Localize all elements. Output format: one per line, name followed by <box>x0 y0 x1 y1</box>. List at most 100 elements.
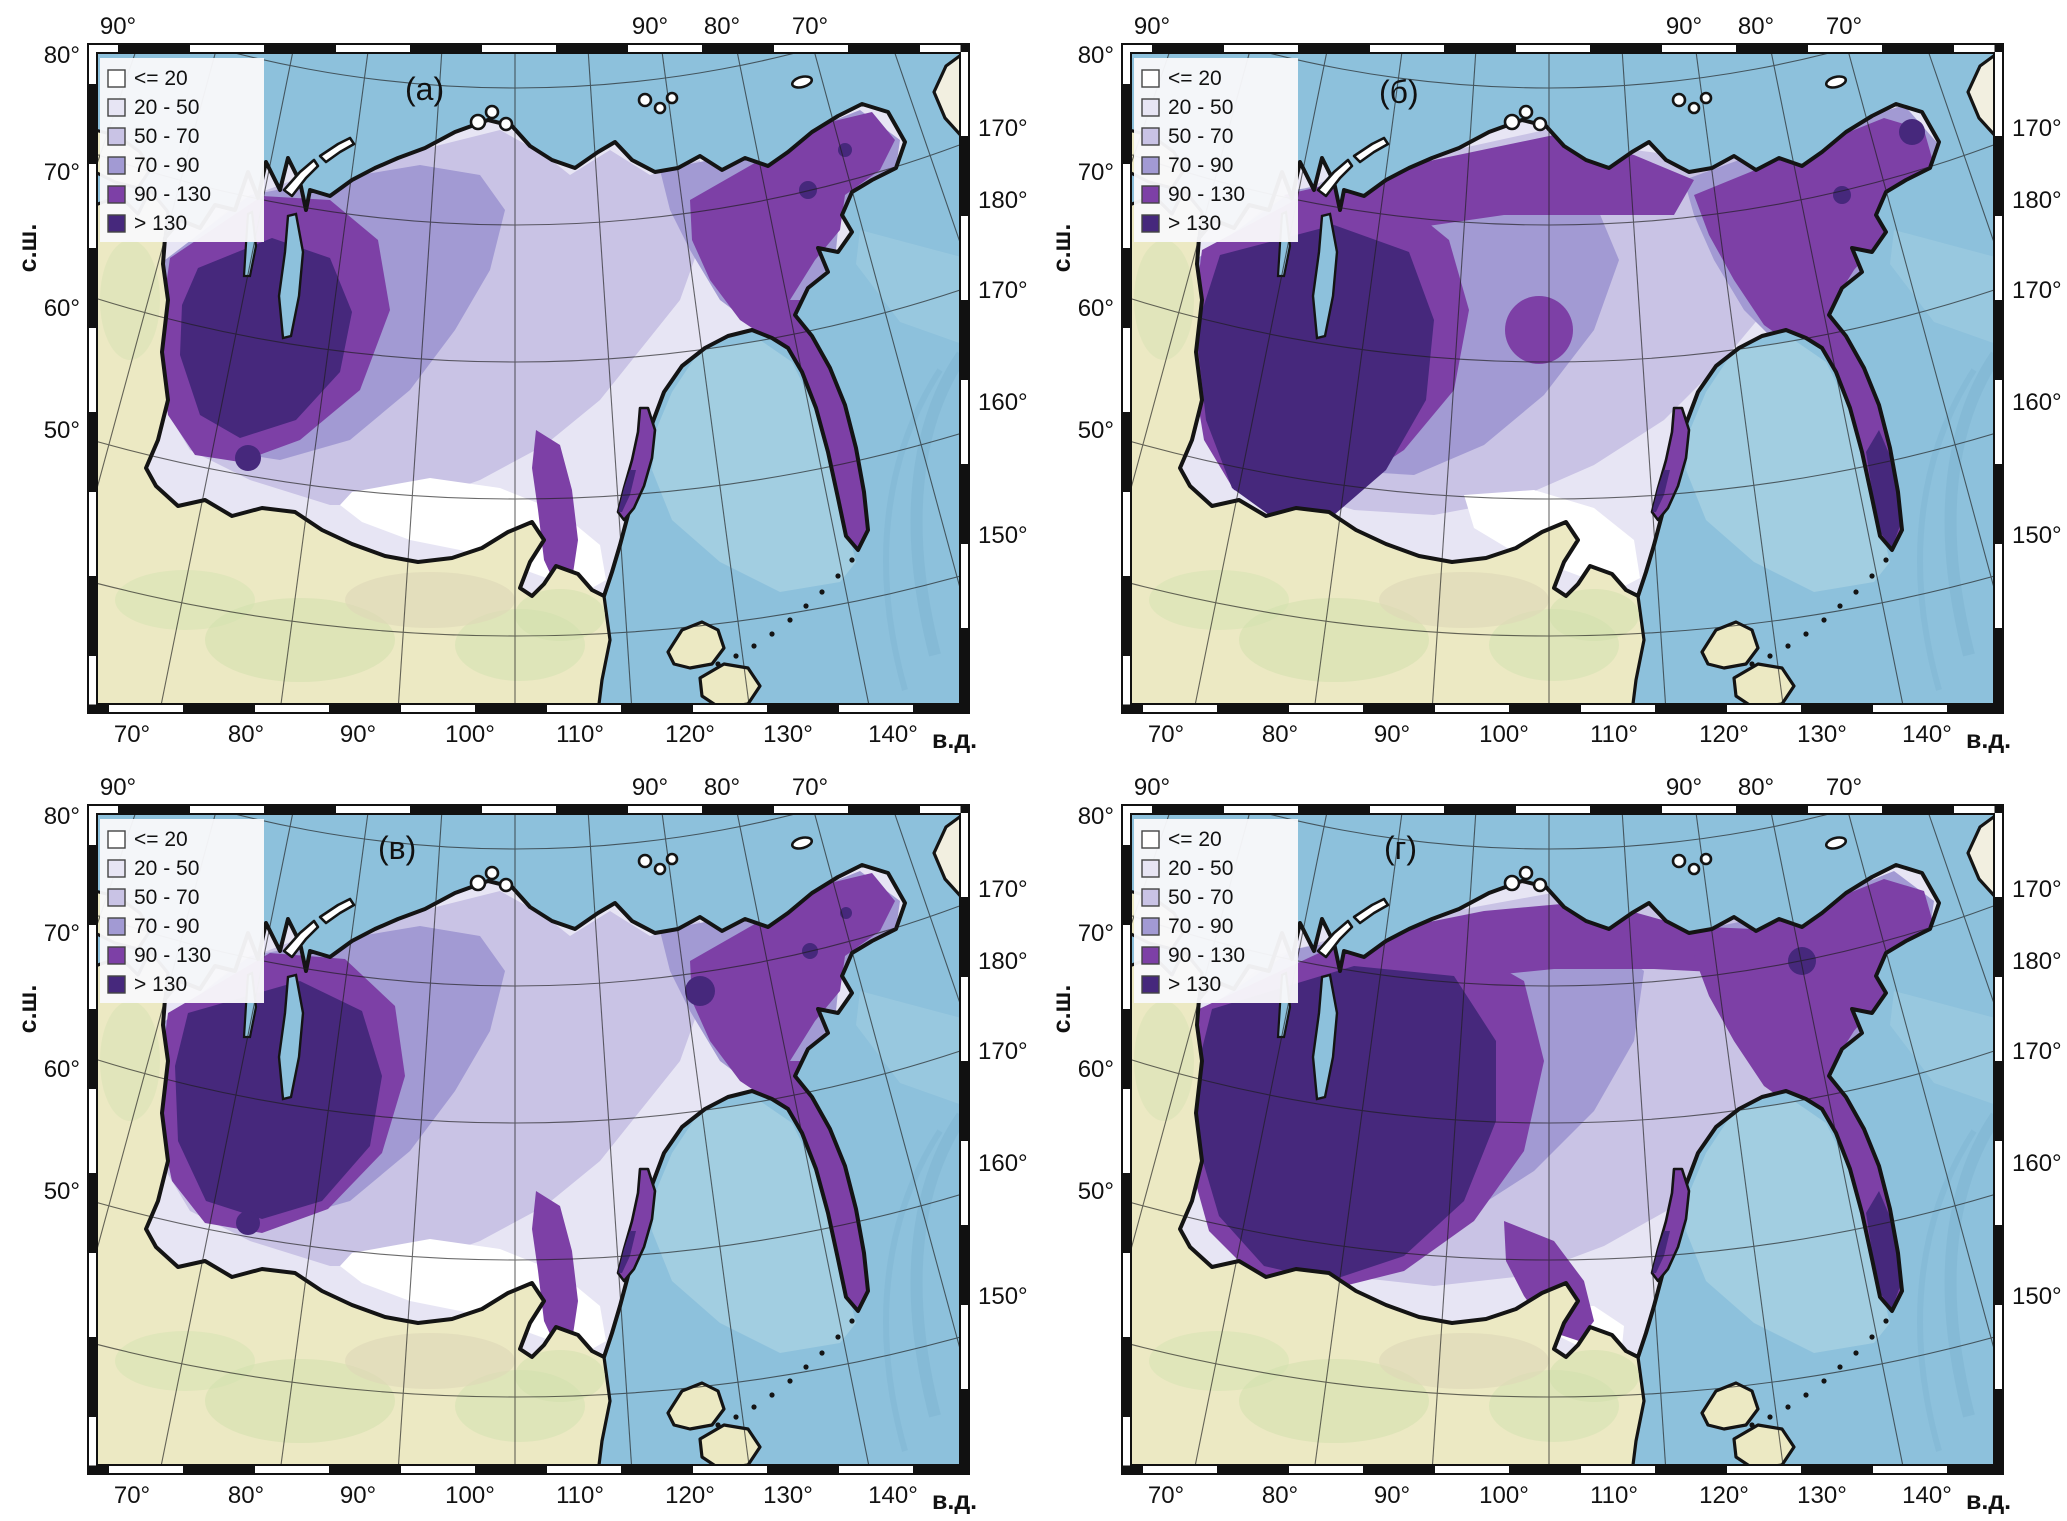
island-dot <box>849 1318 855 1324</box>
graticule <box>97 53 960 704</box>
right-tick: 170° <box>2012 876 2062 903</box>
legend-label: > 130 <box>1168 973 1221 996</box>
island-dot <box>733 653 739 659</box>
left-tick: 60° <box>1078 1056 1114 1083</box>
left-tick: 80° <box>44 42 80 69</box>
right-tick: 150° <box>978 1283 1028 1310</box>
sakhalin-island <box>616 1167 657 1283</box>
right-tick: 170° <box>2012 277 2062 304</box>
contour-band <box>1196 225 1434 522</box>
bottom-axis-label: в.д. <box>1966 726 2011 754</box>
panel-label: (в) <box>378 830 416 866</box>
bottom-tick: 80° <box>1262 721 1298 748</box>
bottom-tick: 110° <box>556 1482 604 1509</box>
panel-a: <= 20 20 - 50 50 - 70 70 - 90 90 - 130 > 130 (… <box>0 0 1033 760</box>
contour-band <box>532 430 578 586</box>
legend-swatch <box>1141 214 1160 233</box>
legend-label: > 130 <box>1168 212 1221 235</box>
bottom-tick: 110° <box>556 721 604 748</box>
right-tick: 160° <box>978 1150 1028 1177</box>
top-tick: 90° <box>1134 13 1170 40</box>
left-tick: 70° <box>44 159 80 186</box>
bottom-axis-label: в.д. <box>932 726 977 754</box>
left-tick: 80° <box>1078 803 1114 830</box>
island-dot <box>751 643 757 649</box>
island-dot <box>1837 1364 1843 1370</box>
map-legend: <= 20 20 - 50 50 - 70 70 - 90 90 - 130 > 130 <box>100 819 264 1003</box>
foreign-land-texture <box>1134 1001 1639 1443</box>
bottom-axis-label: в.д. <box>1966 1487 2011 1515</box>
panel-label: (б) <box>1379 74 1419 110</box>
bottom-tick: 80° <box>1262 1482 1298 1509</box>
bottom-tick: 100° <box>1479 721 1529 748</box>
island-dot <box>1803 631 1809 637</box>
left-tick: 60° <box>1078 295 1114 322</box>
legend-box <box>1134 58 1298 242</box>
russia-coastline <box>1178 863 1941 1359</box>
left-tick: 60° <box>44 295 80 322</box>
russia-coastline <box>144 102 907 598</box>
panel-b: <= 20 20 - 50 50 - 70 70 - 90 90 - 130 > 130 (… <box>1034 0 2067 760</box>
contour-region <box>1180 865 1939 1357</box>
bottom-tick: 140° <box>1902 721 1952 748</box>
island-dot <box>1869 573 1875 579</box>
legend-label: <= 20 <box>134 828 188 851</box>
legend-box <box>100 819 264 1003</box>
legend-label: 90 - 130 <box>134 944 211 967</box>
island-dot <box>803 603 809 609</box>
legend-label: <= 20 <box>134 67 188 90</box>
arctic-islands <box>282 75 814 198</box>
map-frame <box>1121 43 2004 714</box>
legend-label: 50 - 70 <box>1168 125 1233 148</box>
legend-label: 70 - 90 <box>1168 154 1233 177</box>
graticule <box>1131 814 1994 1465</box>
legend-label: 50 - 70 <box>134 125 199 148</box>
legend-label: 20 - 50 <box>134 857 199 880</box>
sea-of-okhotsk <box>652 1101 856 1353</box>
legend-swatch <box>1141 946 1160 965</box>
island-dot <box>715 1422 721 1428</box>
legend-swatch <box>107 830 126 849</box>
map-panel-b: <= 20 20 - 50 50 - 70 70 - 90 90 - 130 > 130 (… <box>1048 13 2062 754</box>
ob-gulf <box>1311 212 1339 340</box>
sea-of-okhotsk <box>1686 1101 1890 1353</box>
right-tick: 170° <box>2012 115 2062 142</box>
contour-band <box>180 238 352 438</box>
sakhalin-island <box>616 406 657 522</box>
island-dot <box>819 589 825 595</box>
contour-band <box>802 943 818 959</box>
legend-label: <= 20 <box>1168 828 1222 851</box>
left-tick: 50° <box>1078 1178 1114 1205</box>
legend-label: 20 - 50 <box>1168 857 1233 880</box>
island-dot <box>1821 617 1827 623</box>
legend-swatch <box>107 888 126 907</box>
panel-v: <= 20 20 - 50 50 - 70 70 - 90 90 - 130 > 130 (… <box>0 761 1033 1521</box>
foreign-land-texture <box>1134 240 1639 682</box>
legend-swatch <box>1141 185 1160 204</box>
island-dot <box>1767 653 1773 659</box>
legend-label: 90 - 130 <box>1168 944 1245 967</box>
island-dot <box>849 557 855 563</box>
axis-labels: 70° 80° 90° 100° 110° 120° 130° 140° в.д. 80° 70° 6… <box>1048 13 2062 754</box>
legend-label: 70 - 90 <box>134 915 199 938</box>
island-dot <box>1837 603 1843 609</box>
top-tick: 80° <box>704 13 740 40</box>
map-panel-a: <= 20 20 - 50 50 - 70 70 - 90 90 - 130 > 130 (… <box>14 13 1028 754</box>
top-tick: 70° <box>1826 13 1862 40</box>
bottom-tick: 80° <box>228 1482 264 1509</box>
pacific-trench <box>883 368 943 691</box>
right-tick: 170° <box>978 277 1028 304</box>
legend-swatch <box>107 859 126 878</box>
legend-swatch <box>107 69 126 88</box>
legend-swatch <box>107 214 126 233</box>
bering-sea <box>856 991 960 1105</box>
bottom-tick: 110° <box>1590 721 1638 748</box>
legend-label: 90 - 130 <box>1168 183 1245 206</box>
right-tick: 160° <box>2012 389 2062 416</box>
legend-swatch <box>1141 98 1160 117</box>
legend-label: <= 20 <box>1168 67 1222 90</box>
bottom-tick: 100° <box>1479 1482 1529 1509</box>
bottom-tick: 130° <box>763 721 813 748</box>
bottom-tick: 140° <box>868 721 918 748</box>
